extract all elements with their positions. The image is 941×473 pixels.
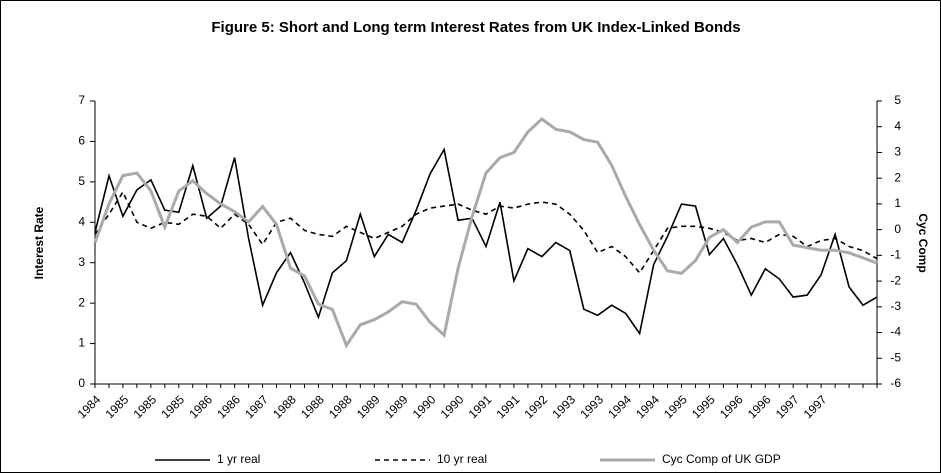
y2-tick-label: -1	[890, 248, 901, 262]
y-tick-label: 2	[78, 295, 85, 309]
y-tick-label: 3	[78, 255, 85, 269]
series-line	[94, 190, 878, 275]
y2-tick-label: -5	[890, 350, 901, 364]
legend-label: 10 yr real	[437, 452, 487, 466]
y2-tick-label: -3	[890, 299, 901, 313]
y2-tick-label: 3	[894, 145, 901, 159]
series-line	[94, 147, 878, 336]
y2-tick-label: 0	[894, 222, 901, 236]
y2-tick-label: -6	[890, 376, 901, 390]
y-tick-label: 7	[78, 93, 85, 107]
y-tick-label: 0	[78, 376, 85, 390]
y-tick-label: 1	[78, 336, 85, 350]
y2-tick-label: -4	[890, 325, 901, 339]
series-line	[93, 117, 878, 349]
y2-tick-label: 4	[894, 119, 901, 133]
legend-label: 1 yr real	[217, 452, 260, 466]
y2-tick-label: -2	[890, 273, 901, 287]
y-tick-label: 5	[78, 174, 85, 188]
y2-tick-label: 1	[894, 196, 901, 210]
y-tick-label: 6	[78, 134, 85, 148]
y-tick-label: 4	[78, 214, 85, 228]
y2-axis-title: Cyc Comp	[916, 213, 930, 272]
chart-title: Figure 5: Short and Long term Interest R…	[211, 19, 740, 36]
y2-tick-label: 2	[894, 170, 901, 184]
y2-tick-label: 5	[894, 93, 901, 107]
y-axis-title: Interest Rate	[32, 206, 46, 279]
legend-label: Cyc Comp of UK GDP	[662, 452, 781, 466]
